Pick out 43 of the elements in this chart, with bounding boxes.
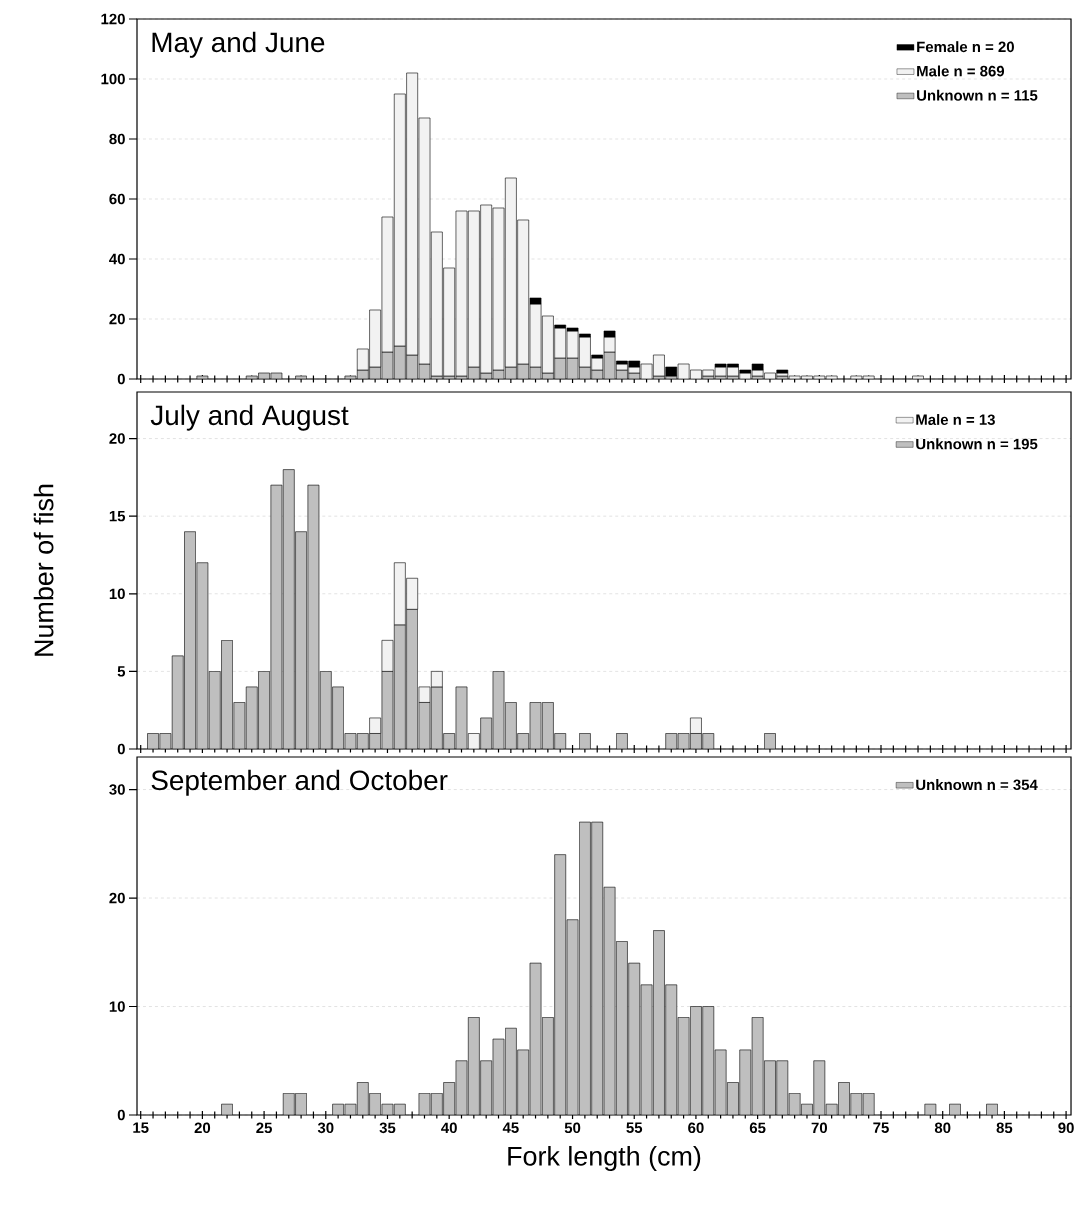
y-tick-label: 0 bbox=[117, 743, 125, 755]
x-tick-label: 50 bbox=[564, 1122, 581, 1134]
x-tick-label: 30 bbox=[317, 1122, 334, 1134]
x-tick-label: 35 bbox=[379, 1122, 396, 1134]
y-tick-label: 20 bbox=[109, 433, 125, 444]
chart-title: September and October bbox=[151, 769, 448, 796]
y-tick-label: 0 bbox=[117, 1109, 125, 1121]
x-tick-label: 70 bbox=[811, 1122, 827, 1134]
chart-title: May and June bbox=[152, 31, 325, 58]
y-tick-label: 10 bbox=[109, 588, 125, 600]
x-tick-label: 55 bbox=[626, 1122, 643, 1133]
y-tick-label: 80 bbox=[109, 133, 125, 145]
y-tick-label: 5 bbox=[117, 666, 126, 677]
legend-label: Male n = 869 bbox=[917, 65, 1005, 77]
x-tick-label: 20 bbox=[194, 1122, 211, 1134]
x-tick-label: 40 bbox=[441, 1122, 457, 1134]
x-tick-label: 45 bbox=[502, 1122, 519, 1133]
legend-label: Unknown n = 195 bbox=[916, 438, 1038, 450]
y-tick-label: 15 bbox=[109, 510, 126, 522]
y-tick-label: 0 bbox=[117, 373, 125, 385]
y-tick-label: 20 bbox=[109, 313, 125, 325]
x-axis-title: Fork length (cm) bbox=[508, 1145, 701, 1172]
x-tick-label: 65 bbox=[749, 1122, 766, 1134]
y-tick-label: 20 bbox=[109, 892, 125, 904]
x-tick-label: 75 bbox=[873, 1122, 889, 1133]
x-tick-label: 90 bbox=[1058, 1122, 1074, 1134]
y-tick-label: 40 bbox=[109, 253, 125, 265]
legend-label: Female n = 20 bbox=[917, 41, 1014, 53]
y-tick-label: 10 bbox=[109, 1001, 125, 1012]
y-tick-label: 100 bbox=[101, 73, 125, 85]
x-tick-label: 60 bbox=[688, 1122, 704, 1134]
legend-label: Male n = 13 bbox=[916, 414, 995, 426]
x-tick-label: 85 bbox=[996, 1122, 1013, 1134]
y-tick-label: 120 bbox=[101, 13, 125, 25]
x-tick-label: 80 bbox=[934, 1122, 951, 1134]
y-tick-label: 30 bbox=[109, 784, 125, 795]
legend-label: Unknown n = 115 bbox=[917, 89, 1038, 101]
x-tick-label: 25 bbox=[256, 1122, 272, 1134]
legend-label: Unknown n = 354 bbox=[916, 779, 1038, 791]
y-tick-label: 60 bbox=[109, 193, 125, 205]
y-axis-title: Number of fish bbox=[33, 484, 54, 656]
x-tick-label: 15 bbox=[133, 1122, 149, 1133]
chart-title: July and August bbox=[150, 404, 349, 431]
